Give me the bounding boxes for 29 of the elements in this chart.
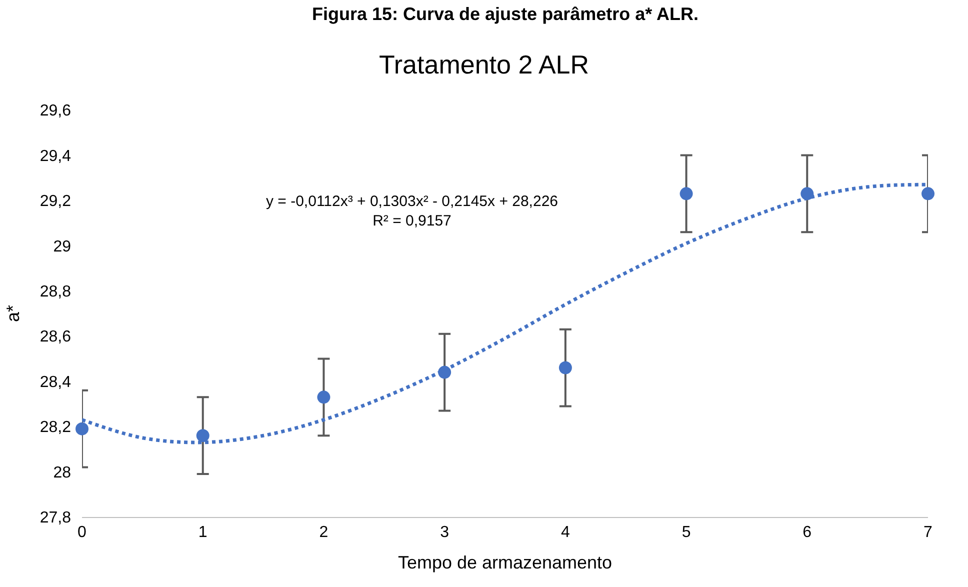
y-tick-label: 29,6 bbox=[40, 102, 72, 120]
x-axis-title: Tempo de armazenamento bbox=[398, 552, 612, 572]
point bbox=[317, 390, 330, 404]
y-tick-label: 28,8 bbox=[40, 283, 72, 300]
text: Figura 15: Curva de ajuste parâmetro a* ALR. bbox=[312, 4, 698, 24]
x-tick-label: 7 bbox=[924, 524, 933, 542]
x-tick-label: 2 bbox=[319, 524, 328, 542]
y-tick-label: 28,2 bbox=[40, 419, 72, 436]
y-tick-label: 29,2 bbox=[40, 193, 72, 210]
x-tick-label: 6 bbox=[802, 524, 812, 542]
y-tick-label: 28 bbox=[53, 464, 72, 482]
chart-title: Tratamento 2 ALR bbox=[378, 50, 590, 80]
x-tick-label: 3 bbox=[440, 524, 450, 542]
x-tick-label: 4 bbox=[560, 524, 570, 542]
y-tick-label: 29 bbox=[53, 238, 72, 256]
annotation: y = -0,0112x³ + 0,1303x² - 0,2145x + 28,226 R² = 0,9157 bbox=[266, 193, 558, 230]
y-tick-label: 28,4 bbox=[40, 374, 72, 391]
x-tick-label: 0 bbox=[78, 524, 87, 542]
point bbox=[558, 361, 572, 374]
x-tick-label: 5 bbox=[682, 524, 691, 542]
y-tick-label: 28,6 bbox=[40, 328, 72, 346]
point bbox=[680, 187, 693, 200]
y-tick-label: 29,4 bbox=[40, 148, 72, 165]
point bbox=[76, 422, 88, 436]
point bbox=[196, 429, 210, 442]
y-tick-label: 27,8 bbox=[40, 510, 72, 527]
y-axis-title: a* bbox=[3, 304, 24, 322]
x-tick-label: 1 bbox=[198, 524, 208, 542]
point bbox=[922, 187, 934, 200]
